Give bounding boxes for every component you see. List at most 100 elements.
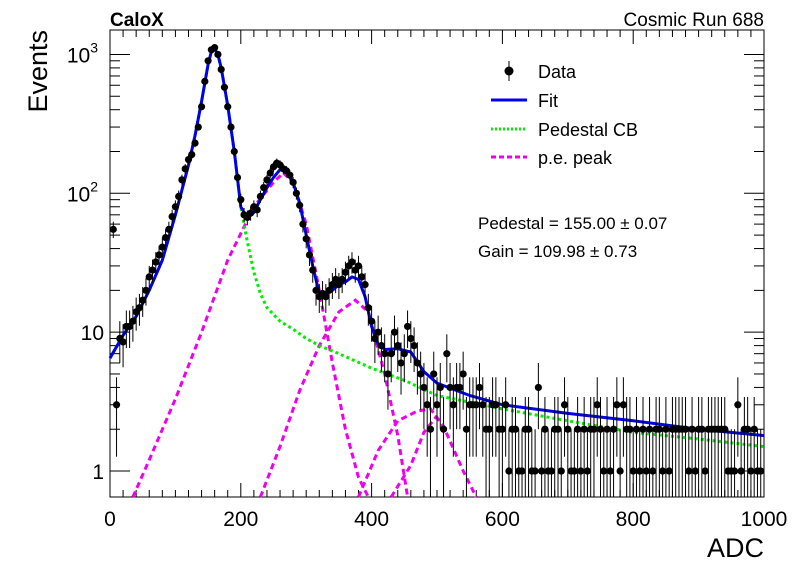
data-point <box>737 467 745 475</box>
data-point <box>328 281 336 289</box>
data-point <box>649 467 657 475</box>
legend-label: Fit <box>538 91 558 111</box>
data-point <box>593 401 601 409</box>
data-point <box>384 370 392 378</box>
run-label: Cosmic Run 688 <box>624 10 764 31</box>
data-point <box>299 220 307 228</box>
y-tick-labels: 1 10 102 103 <box>67 39 104 484</box>
data-point <box>413 359 421 367</box>
pe-peak-curve <box>131 170 370 498</box>
data-point <box>619 401 627 409</box>
data-point <box>197 103 206 111</box>
data-point <box>577 467 585 475</box>
data-point <box>590 425 598 433</box>
data-point <box>286 171 294 179</box>
data-point <box>721 425 729 433</box>
data-point <box>309 266 317 274</box>
data-point <box>616 467 624 475</box>
data-point <box>420 383 428 392</box>
data-point <box>747 467 755 475</box>
x-axis-title: ADC <box>707 533 764 563</box>
data-point <box>665 467 673 475</box>
data-point <box>472 401 480 409</box>
data-point <box>459 370 467 378</box>
legend: Data Fit Pedestal CB p.e. peak <box>491 61 638 168</box>
data-point <box>642 467 650 475</box>
data-point <box>161 233 170 242</box>
data-point <box>449 401 457 409</box>
data-point <box>479 401 487 409</box>
data-point <box>744 425 752 433</box>
data-point <box>534 383 542 392</box>
pe-peak-curve <box>259 298 410 498</box>
pedestal-result: Pedestal = 155.00 ± 0.07 <box>478 214 667 233</box>
data-point <box>681 425 690 433</box>
data-point <box>289 178 297 186</box>
x-tick-label: 800 <box>616 508 651 531</box>
data-point <box>446 383 454 392</box>
data-point <box>171 203 179 211</box>
data-point <box>403 322 412 331</box>
data-point <box>211 44 219 52</box>
data-point <box>292 189 300 197</box>
data-point <box>194 123 202 131</box>
data-point <box>168 212 176 221</box>
data-point <box>426 425 435 433</box>
data-point <box>518 467 526 475</box>
data-point <box>659 467 667 475</box>
data-point <box>305 251 314 259</box>
gain-result: Gain = 109.98 ± 0.73 <box>478 242 637 261</box>
data-point <box>580 425 588 433</box>
data-point <box>358 273 366 281</box>
data-point <box>564 425 572 433</box>
data-point <box>322 293 330 301</box>
legend-label: Pedestal CB <box>538 120 638 140</box>
data-point <box>341 268 350 276</box>
data-point <box>390 328 399 336</box>
data-point <box>348 258 356 266</box>
data-point <box>217 65 225 74</box>
data-point <box>636 467 644 475</box>
data-point <box>377 342 386 350</box>
y-axis-title: Events <box>23 30 53 113</box>
data-point <box>230 147 238 156</box>
data-point <box>688 425 696 433</box>
data-point <box>332 275 340 283</box>
x-tick-label: 0 <box>104 508 116 531</box>
data-point <box>260 183 268 192</box>
axis-ticks <box>109 30 765 497</box>
data-point <box>600 467 608 475</box>
data-point <box>626 425 634 433</box>
data-point <box>541 425 549 433</box>
data-point <box>505 467 513 475</box>
data-point <box>570 467 578 475</box>
data-point <box>698 425 706 433</box>
data-point <box>214 50 222 59</box>
data-point <box>158 243 166 251</box>
data-point <box>462 425 471 433</box>
data-points <box>109 44 765 497</box>
data-point <box>511 425 520 433</box>
data-point <box>685 467 693 475</box>
data-point <box>436 383 444 392</box>
data-point <box>129 317 137 325</box>
data-point <box>730 467 739 475</box>
data-point <box>191 139 199 147</box>
x-tick-labels: 0 200 400 600 800 1000 <box>104 508 787 531</box>
data-point <box>524 425 533 433</box>
data-point <box>632 425 641 433</box>
data-point <box>662 425 670 433</box>
data-point <box>547 467 556 475</box>
data-point <box>256 192 265 201</box>
data-point <box>456 383 464 392</box>
data-point <box>443 350 451 358</box>
data-point <box>574 425 582 433</box>
data-point <box>613 401 621 409</box>
data-point <box>152 258 160 266</box>
data-point <box>227 123 235 131</box>
data-point <box>145 273 153 281</box>
data-point <box>531 467 539 475</box>
data-point <box>338 275 346 283</box>
x-tick-label: 400 <box>354 508 389 531</box>
